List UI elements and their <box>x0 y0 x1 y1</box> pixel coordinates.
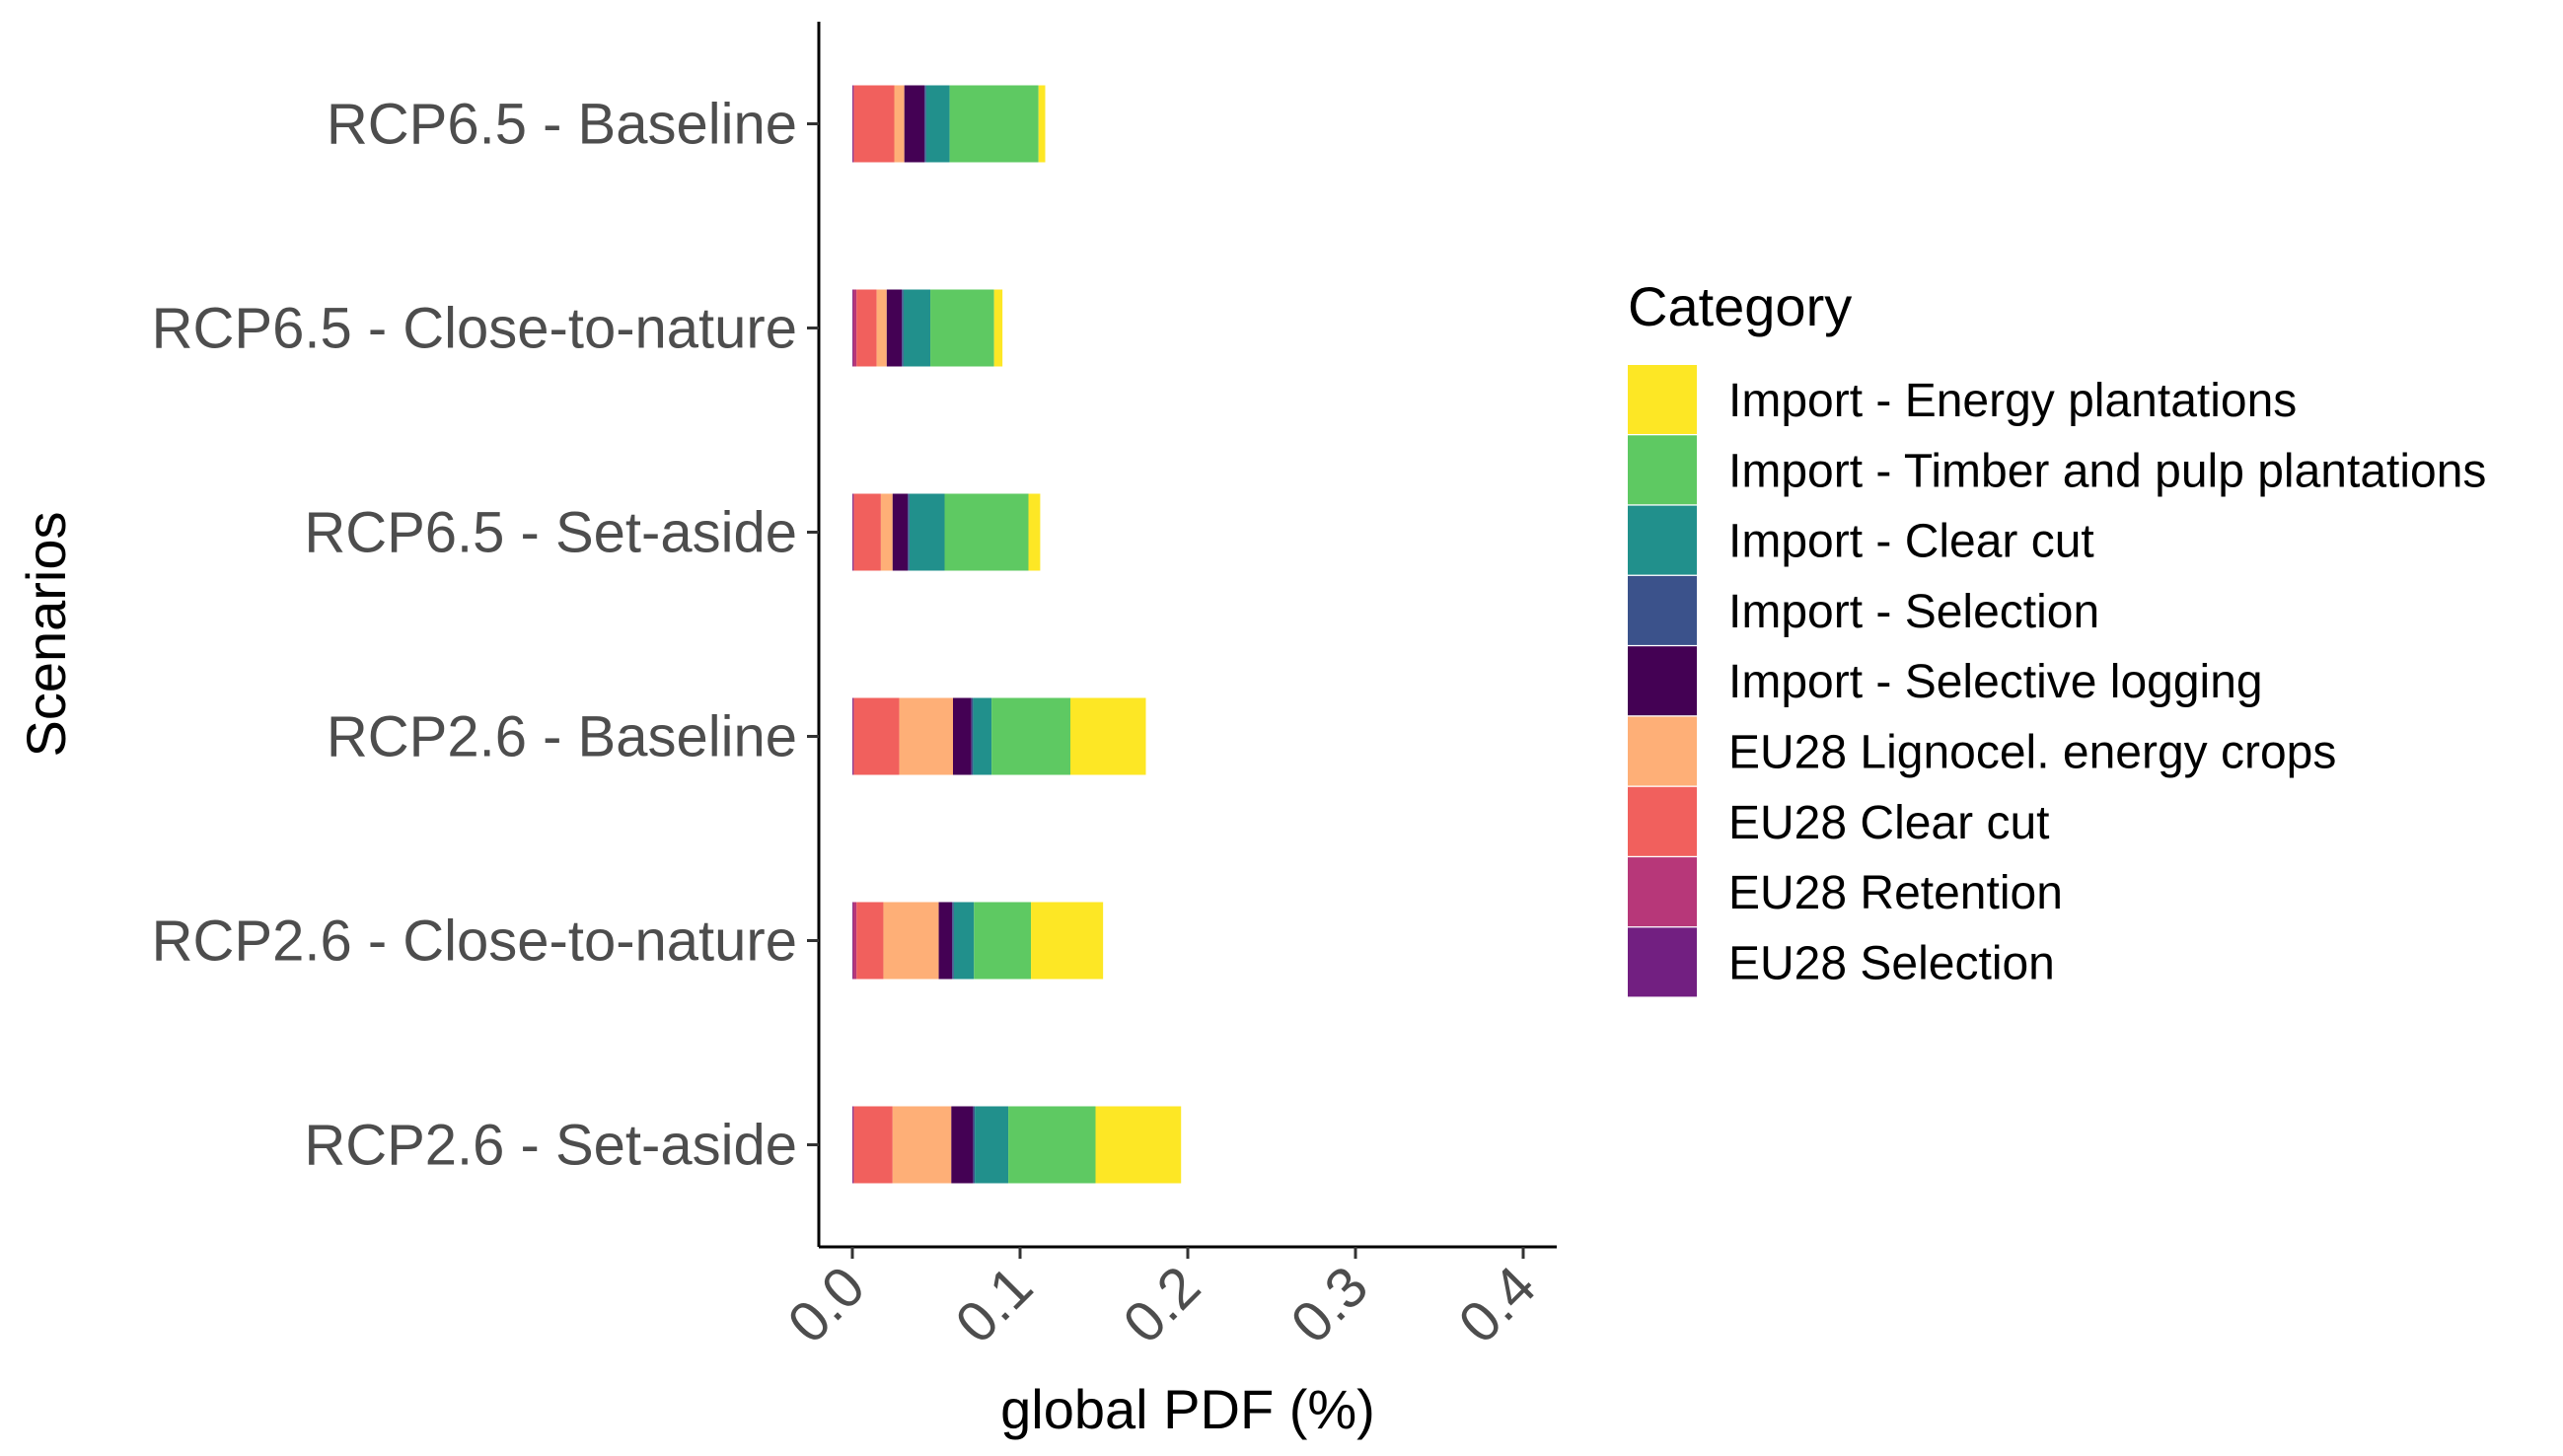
bar-segment <box>853 85 895 163</box>
legend-key <box>1628 365 1697 434</box>
bar-segment <box>951 1106 974 1184</box>
y-tick-label: RCP2.6 - Close-to-nature <box>152 910 797 974</box>
bar-segment <box>853 697 900 775</box>
bar-segment <box>1095 1106 1182 1184</box>
y-tick-label: RCP2.6 - Baseline <box>327 705 797 769</box>
legend-key <box>1628 716 1697 786</box>
x-tick-label: 0.2 <box>1111 1254 1212 1355</box>
bar-segment <box>852 697 854 775</box>
y-tick-label: RCP2.6 - Set-aside <box>304 1114 797 1178</box>
bar-segment <box>930 289 994 367</box>
legend-key <box>1628 857 1697 927</box>
bar-segment <box>852 697 853 775</box>
legend-key <box>1628 575 1697 645</box>
bar-segment <box>852 1106 853 1184</box>
bar-segment <box>892 493 909 571</box>
legend-label: EU28 Retention <box>1728 867 2063 919</box>
bar-segment <box>952 902 954 980</box>
bar-segment <box>904 85 925 163</box>
legend-key <box>1628 786 1697 856</box>
bar-segment <box>852 902 857 980</box>
legend-key <box>1628 646 1697 716</box>
bar-segment <box>899 697 953 775</box>
bar-segment <box>886 289 903 367</box>
legend-key <box>1628 927 1697 997</box>
bar-segment <box>856 289 877 367</box>
bar-segment <box>852 902 853 980</box>
legend-key <box>1628 435 1697 505</box>
bar-segment <box>894 85 905 163</box>
y-axis: RCP6.5 - Baseline RCP6.5 - Close-to-natur… <box>152 22 821 1247</box>
bar-segment <box>883 902 939 980</box>
bar-segment <box>876 289 887 367</box>
bar-segment <box>909 493 945 571</box>
bar-segment <box>852 289 857 367</box>
y-tick-label: RCP6.5 - Set-aside <box>304 501 797 565</box>
bars-layer <box>852 85 1182 1184</box>
bar-segment <box>1031 902 1104 980</box>
bar-segment <box>852 493 854 571</box>
legend-key <box>1628 505 1697 575</box>
bar-segment <box>852 493 853 571</box>
bar-segment <box>852 85 854 163</box>
bar-segment <box>973 1106 976 1184</box>
y-tick-label: RCP6.5 - Close-to-nature <box>152 297 797 361</box>
bar-segment <box>975 1106 1009 1184</box>
x-axis-title: global PDF (%) <box>1000 1378 1375 1440</box>
x-tick-label: 0.1 <box>943 1254 1045 1355</box>
bar-segment <box>880 493 893 571</box>
bar-segment <box>1038 85 1046 163</box>
bar-segment <box>908 493 910 571</box>
bar-segment <box>852 1106 854 1184</box>
bar-segment <box>902 289 904 367</box>
x-tick-label: 0.4 <box>1446 1254 1548 1355</box>
bar-segment <box>924 85 926 163</box>
legend-label: Import - Clear cut <box>1728 516 2094 568</box>
bar-segment <box>971 697 974 775</box>
legend-label: Import - Selective logging <box>1728 656 2263 708</box>
bar-segment <box>993 289 1003 367</box>
legend-items: Import - Energy plantations Import - Timb… <box>1628 365 2486 997</box>
bar-segment <box>1028 493 1041 571</box>
legend-label: EU28 Lignocel. energy crops <box>1728 727 2336 779</box>
bar-segment <box>973 697 992 775</box>
bar-segment <box>938 902 953 980</box>
bar-segment <box>852 85 853 163</box>
legend-label: Import - Timber and pulp plantations <box>1728 445 2486 497</box>
bar-segment <box>856 902 884 980</box>
bar-segment <box>953 697 972 775</box>
bar-segment <box>1070 697 1146 775</box>
bar-segment <box>991 697 1070 775</box>
legend-title: Category <box>1628 275 1852 337</box>
legend: Category Import - Energy plantationsImpo… <box>1628 275 2486 997</box>
x-tick-label: 0.3 <box>1279 1254 1380 1355</box>
bar-segment <box>853 1106 893 1184</box>
bar-segment <box>852 289 853 367</box>
bar-segment <box>892 1106 952 1184</box>
bar-segment <box>974 902 1032 980</box>
bar-segment <box>953 902 975 980</box>
y-axis-title: Scenarios <box>15 511 77 757</box>
legend-label: Import - Selection <box>1728 586 2099 638</box>
x-tick-label: 0.0 <box>775 1254 877 1355</box>
legend-label: EU28 Clear cut <box>1728 797 2049 849</box>
bar-segment <box>949 85 1039 163</box>
legend-label: Import - Energy plantations <box>1728 375 2297 427</box>
x-axis: 0.0 0.1 0.2 0.3 0.4 <box>775 1245 1557 1355</box>
bar-segment <box>903 289 931 367</box>
legend-label: EU28 Selection <box>1728 937 2055 989</box>
bar-segment <box>925 85 950 163</box>
bar-segment <box>853 493 881 571</box>
bar-segment <box>1008 1106 1096 1184</box>
y-tick-label: RCP6.5 - Baseline <box>327 93 797 157</box>
bar-segment <box>944 493 1029 571</box>
